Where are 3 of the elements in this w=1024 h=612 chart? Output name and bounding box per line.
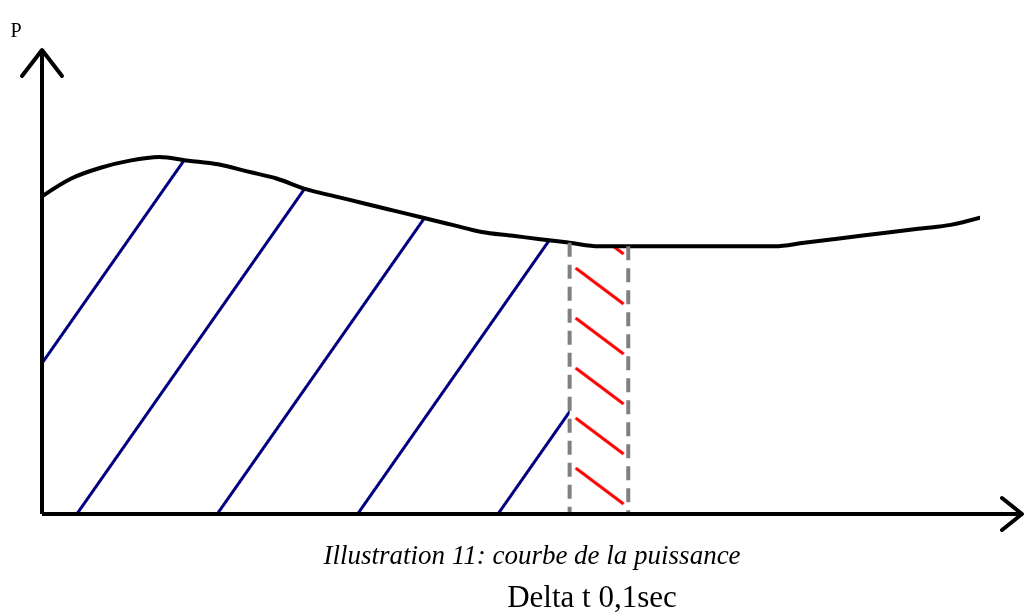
text: Illustration 11: courbe de la puissance xyxy=(323,540,741,570)
text: P xyxy=(10,19,22,41)
text: Delta t 0,1sec xyxy=(507,579,677,612)
